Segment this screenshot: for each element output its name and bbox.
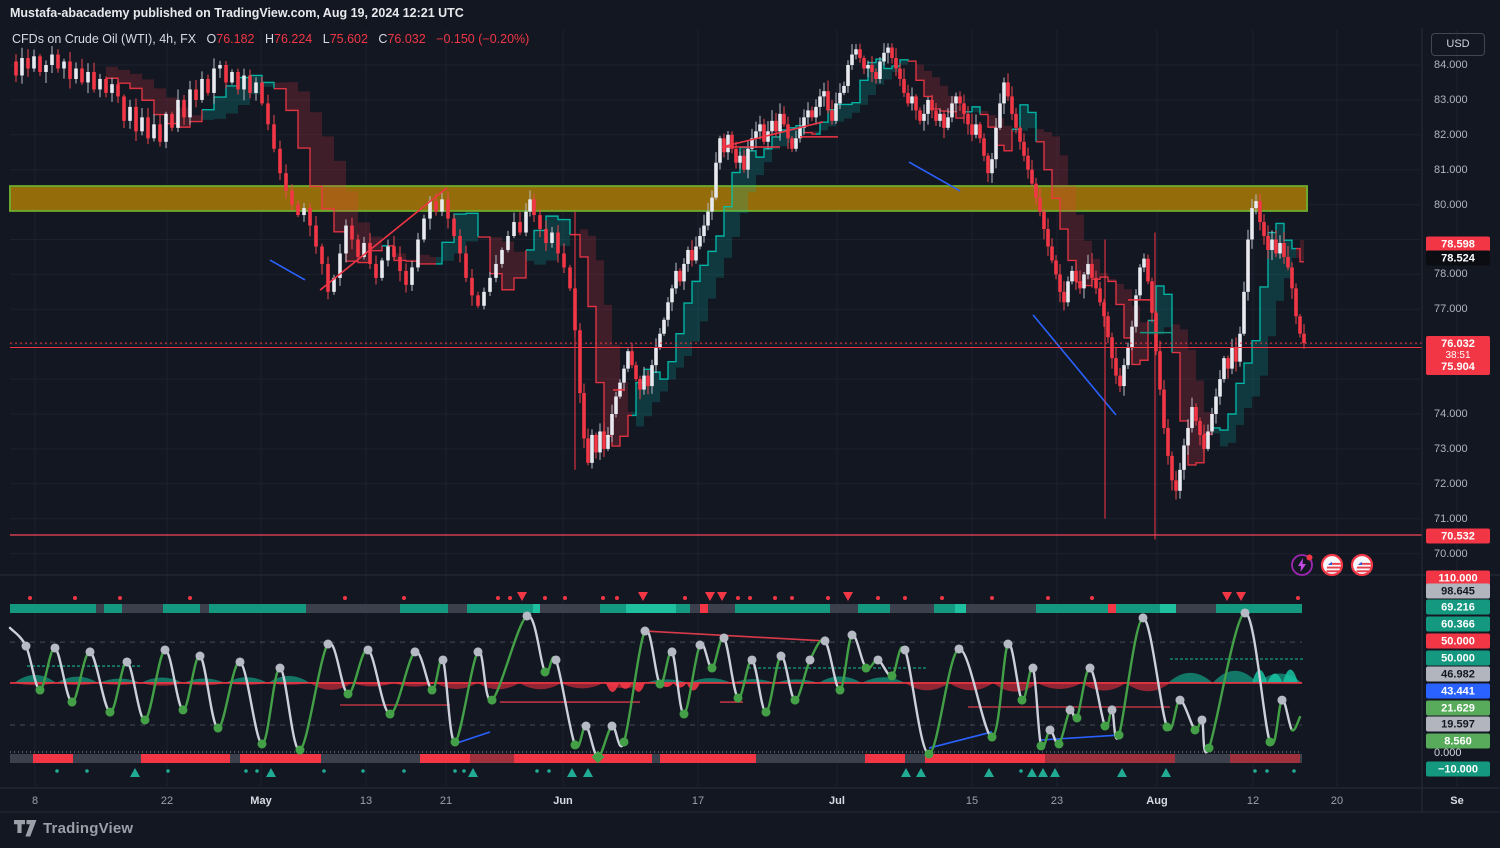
time-tick-label: 12 [1246, 795, 1260, 807]
price-tick-label: 80.000 [1434, 198, 1468, 211]
current-price-label: 76.032 38:51 75.904 [1426, 336, 1490, 375]
time-tick-label: May [250, 795, 272, 807]
us-flag-event-icon[interactable] [1350, 553, 1374, 577]
price-tick-label: 81.000 [1434, 163, 1468, 176]
price-tick-label: 82.000 [1434, 128, 1468, 141]
current-price-value: 76.032 [1441, 338, 1475, 350]
low-label: L [322, 32, 330, 46]
change-value: −0.150 (−0.20%) [436, 32, 530, 46]
price-tick-label: 73.000 [1434, 442, 1468, 455]
published-line: Mustafa-abacademy published on TradingVi… [10, 6, 464, 20]
ideas-lightning-icon[interactable] [1290, 553, 1314, 577]
price-tick-label: 78.000 [1434, 268, 1468, 281]
high-label: H [265, 32, 275, 46]
time-tick-label: 13 [359, 795, 373, 807]
time-tick-label: 15 [965, 795, 979, 807]
indicator-value-label: 19.597 [1426, 716, 1490, 732]
indicator-value-label: 8.560 [1426, 733, 1490, 749]
time-tick-label: 20 [1330, 795, 1344, 807]
indicator-value-label: 46.982 [1426, 666, 1490, 682]
indicator-value-label: 43.441 [1426, 683, 1490, 699]
time-tick-label: 17 [691, 795, 705, 807]
time-tick-label: 23 [1050, 795, 1064, 807]
symbol-bar: CFDs on Crude Oil (WTI), 4h, FX O76.182 … [12, 32, 529, 46]
indicator-value-label: −10.000 [1426, 761, 1490, 777]
price-tick-label: 70.000 [1434, 547, 1468, 560]
indicator-value-label: 60.366 [1426, 616, 1490, 632]
tradingview-brand-text: TradingView [43, 820, 134, 837]
bar-countdown: 38:51 [1445, 350, 1471, 361]
time-tick-label: Jul [829, 795, 845, 807]
indicator-value-label: 0.000 [1434, 747, 1462, 759]
price-tick-label: 77.000 [1434, 303, 1468, 316]
chart-event-icons [1290, 553, 1374, 577]
tradingview-logo[interactable]: TradingView [14, 820, 133, 837]
price-tick-label: 84.000 [1434, 59, 1468, 71]
time-tick-label: Aug [1146, 795, 1168, 807]
indicator-value-label: 21.629 [1426, 700, 1490, 716]
indicator-value-label: 50.000 [1426, 633, 1490, 649]
indicator-value-label: 110.000 [1426, 570, 1490, 586]
price-tick-label: 72.000 [1434, 477, 1468, 490]
open-label: O [206, 32, 217, 46]
price-tick-label: 71.000 [1434, 512, 1468, 525]
time-tick-label: Se [1450, 795, 1464, 807]
symbol-title[interactable]: CFDs on Crude Oil (WTI), 4h, FX [12, 32, 197, 46]
alert-price-value: 75.904 [1441, 361, 1475, 373]
indicator-value-label: 50.000 [1426, 650, 1490, 666]
price-tick-label: 74.000 [1434, 408, 1468, 420]
time-tick-label: 22 [160, 795, 174, 807]
price-alert-label: 78.524 [1426, 250, 1490, 266]
time-tick-label: 21 [439, 795, 453, 807]
price-tick-label: 83.000 [1434, 93, 1468, 106]
tradingview-logo-icon [14, 820, 37, 837]
close-label: C [378, 32, 388, 46]
us-flag-event-icon[interactable] [1320, 553, 1344, 577]
price-alert-label: 78.598 [1426, 236, 1490, 252]
close-value: 76.032 [387, 32, 426, 46]
high-value: 76.224 [274, 32, 313, 46]
indicator-value-label: 98.645 [1426, 583, 1490, 599]
price-alert-label: 70.532 [1426, 528, 1490, 544]
time-tick-label: 8 [31, 795, 39, 807]
open-value: 76.182 [216, 32, 255, 46]
currency-toggle-button[interactable]: USD [1431, 33, 1485, 56]
indicator-value-label: 69.216 [1426, 599, 1490, 615]
low-value: 75.602 [329, 32, 368, 46]
time-tick-label: Jun [553, 795, 573, 807]
